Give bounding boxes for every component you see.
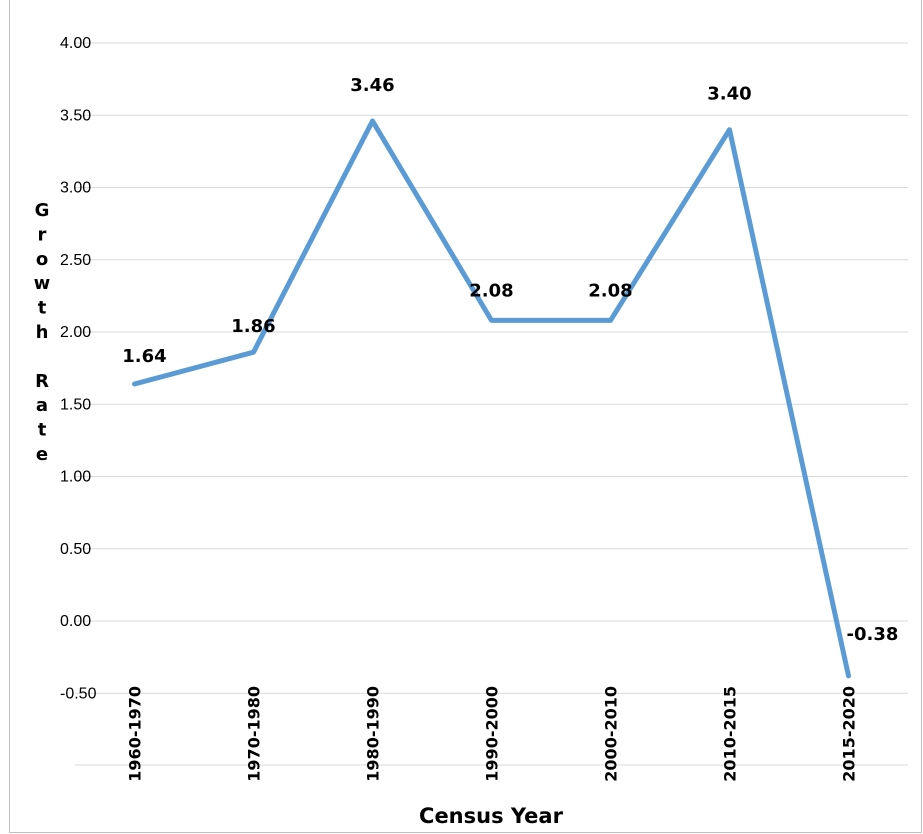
x-tick-label: 1990-2000 (483, 686, 502, 782)
x-tick-label: 2000-2010 (602, 686, 621, 782)
series-lines (132, 118, 851, 679)
data-label: 1.86 (231, 316, 275, 337)
x-axis-title: Census Year (419, 804, 564, 828)
x-tick-label: 1980-1990 (364, 686, 383, 782)
y-tick-label: -0.50 (60, 685, 97, 702)
y-tick-label: 2.00 (60, 324, 91, 341)
data-labels: 1.64 1.86 3.46 2.08 2.08 3.40 -0.38 (122, 75, 898, 645)
y-tick-label: 1.50 (60, 396, 91, 413)
x-tick-label: 1970-1980 (245, 686, 264, 782)
gridlines (75, 42, 908, 766)
y-tick-label: 2.50 (60, 252, 91, 269)
y-tick-label: 1.00 (60, 469, 91, 486)
data-label: 1.64 (122, 346, 166, 367)
x-tick-label: 2015-2020 (840, 686, 859, 782)
series-line (132, 118, 851, 679)
data-label: 3.40 (707, 84, 751, 105)
data-label: 2.08 (469, 280, 513, 301)
y-axis-ticks: -0.50 0.00 0.50 1.00 1.50 2.00 2.50 3.00 3.50 4.0… (60, 35, 97, 702)
y-tick-label: 4.00 (60, 35, 91, 52)
x-tick-label: 1960-1970 (126, 686, 145, 782)
x-axis-ticks: 1960-1970 1970-1980 1980-1990 1990-2000 2000… (126, 686, 859, 782)
y-tick-label: 3.00 (60, 180, 91, 197)
data-label: -0.38 (847, 624, 899, 645)
y-tick-label: 3.50 (60, 107, 91, 124)
y-tick-label: 0.00 (60, 613, 91, 630)
y-tick-label: 0.50 (60, 541, 91, 558)
data-label: 3.46 (350, 75, 394, 96)
x-tick-label: 2010-2015 (721, 686, 740, 782)
data-label: 2.08 (588, 280, 632, 301)
chart-frame (9, 0, 922, 833)
